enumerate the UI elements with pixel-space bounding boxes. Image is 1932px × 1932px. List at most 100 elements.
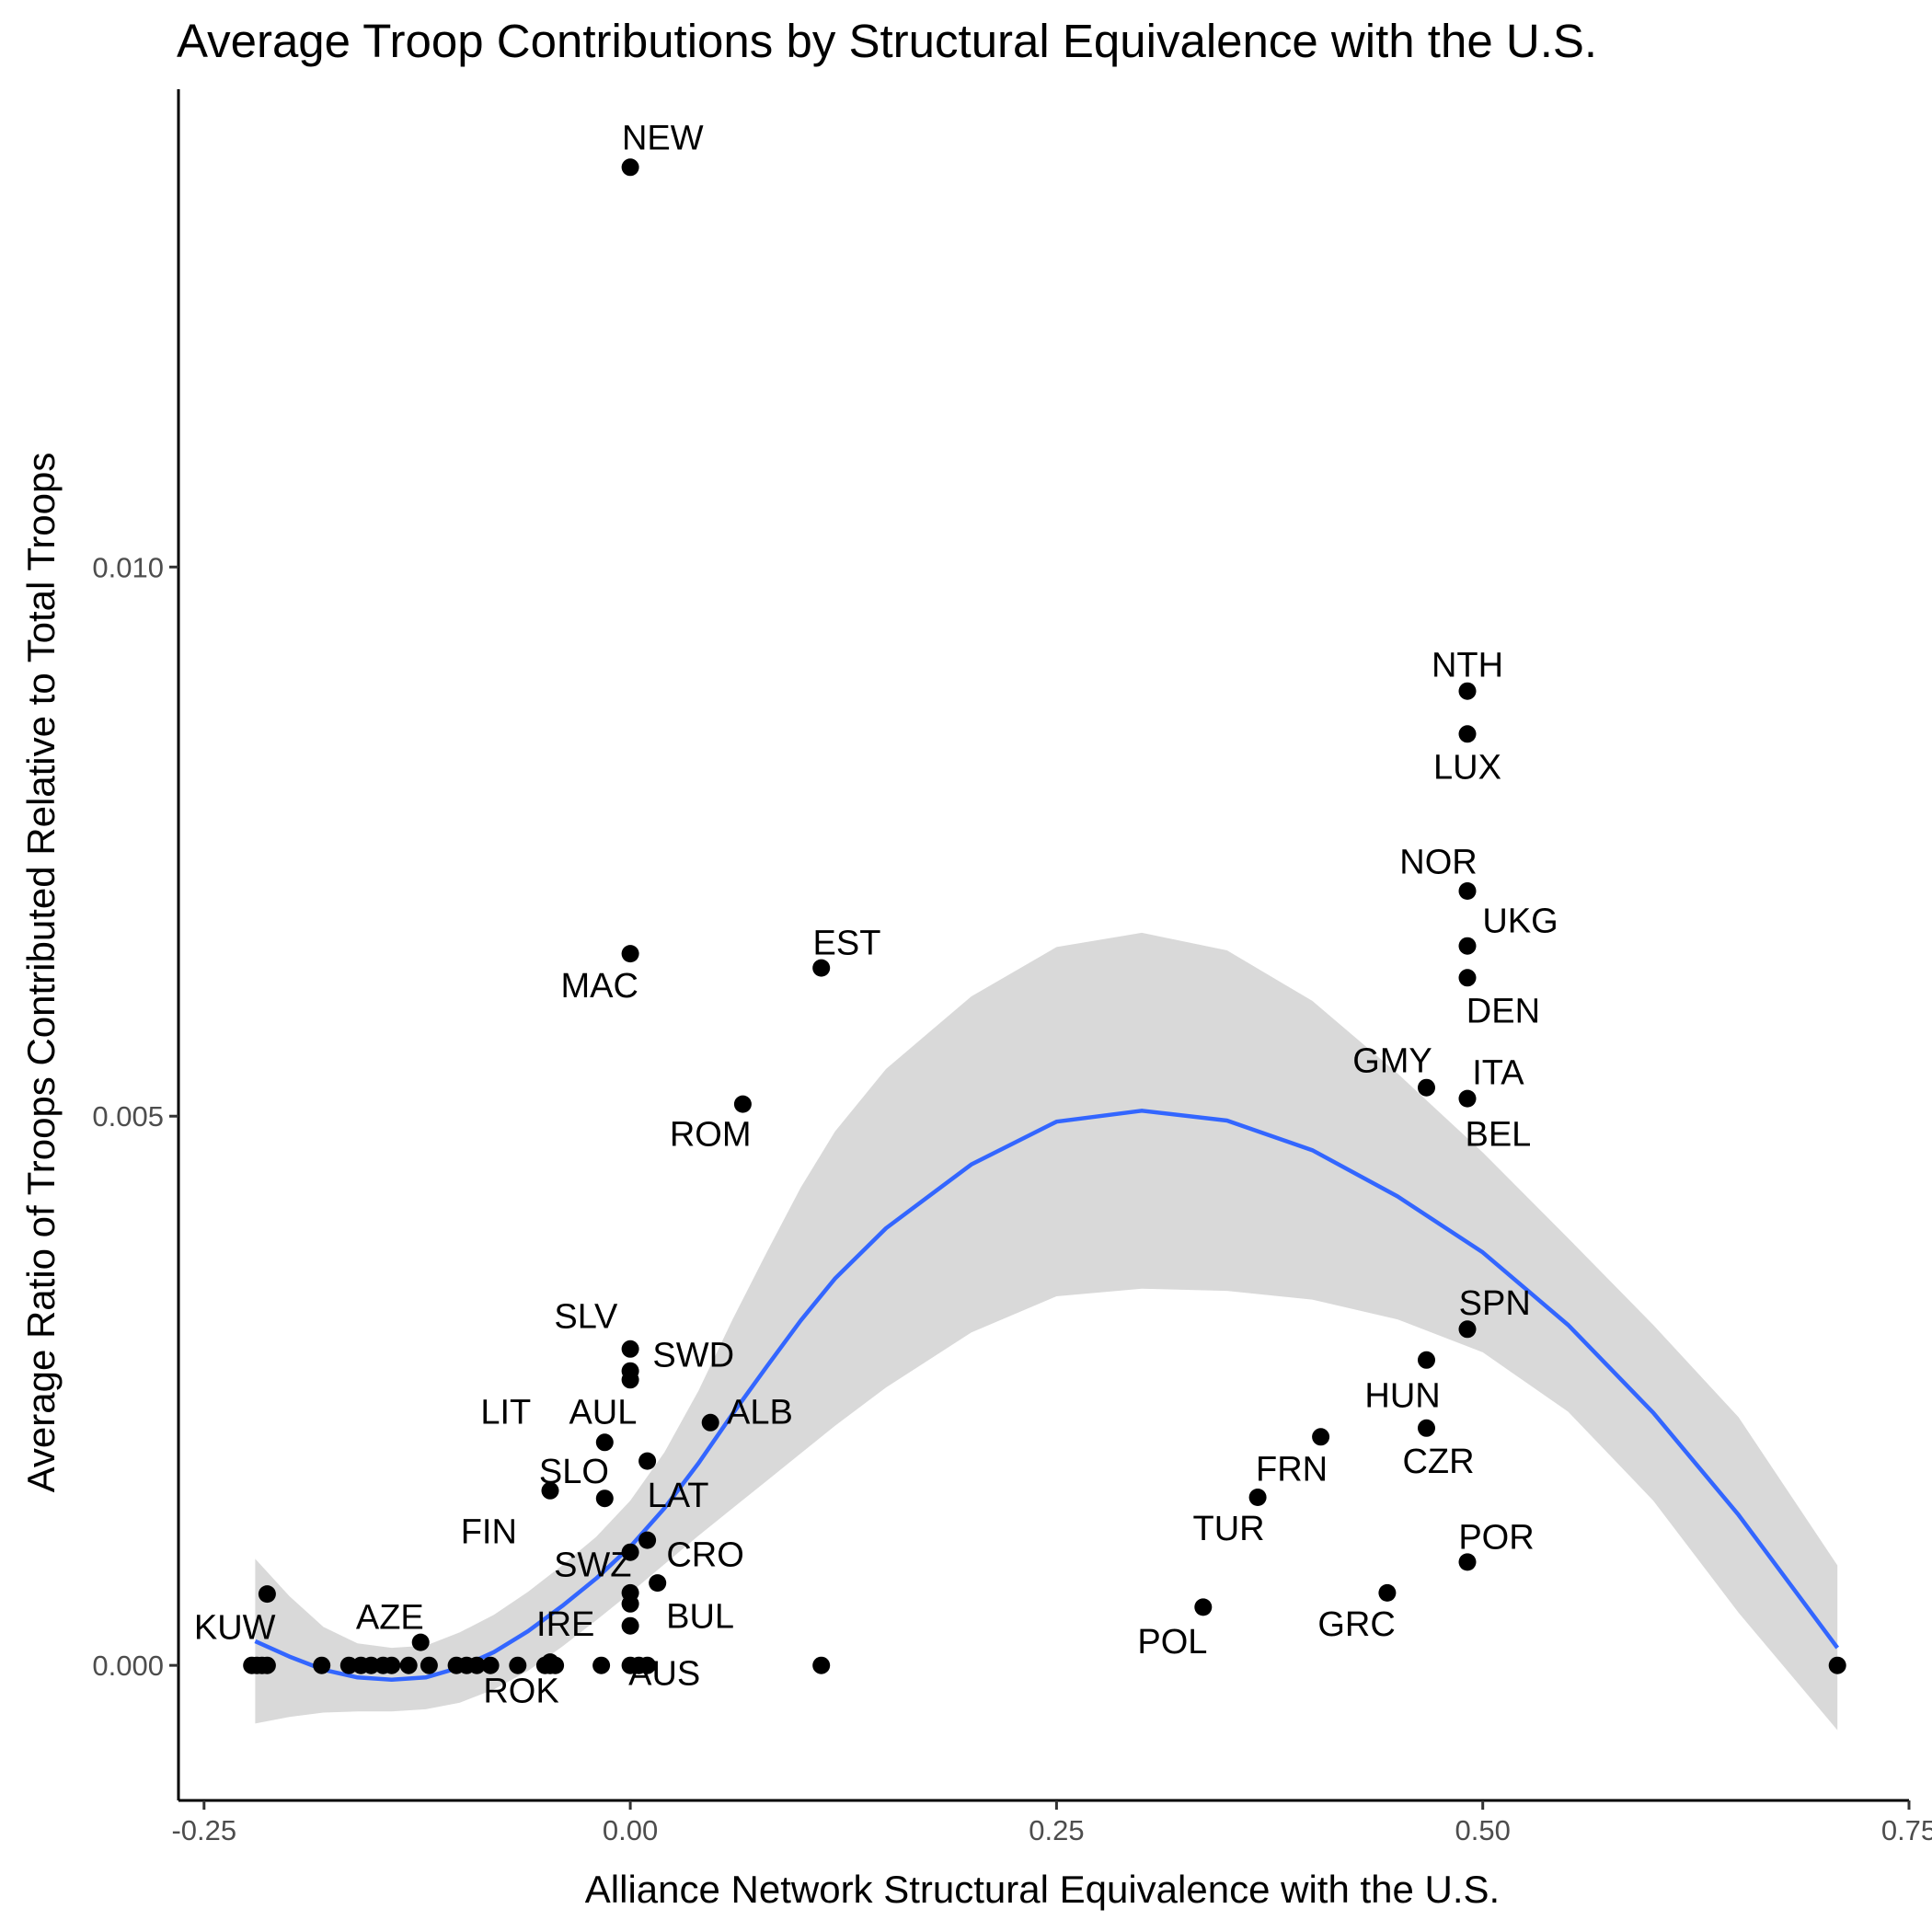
point-label: TUR [1193,1510,1265,1548]
x-tick-label: 0.00 [603,1814,658,1846]
point-label: ITA [1472,1054,1524,1093]
point-label: DEN [1466,993,1540,1031]
y-tick-label: 0.010 [92,551,164,583]
data-point [258,1585,276,1604]
x-tick-label: 0.50 [1455,1814,1511,1846]
data-point [621,1371,639,1389]
confidence-band-layer [255,932,1838,1731]
data-point [1828,1656,1846,1674]
point-label: GMY [1352,1041,1432,1080]
data-point [649,1574,667,1593]
data-point [1194,1598,1213,1616]
data-point [481,1656,500,1674]
point-label: BUL [666,1597,734,1636]
point-label: SLV [554,1298,618,1337]
data-point [1458,969,1477,987]
point-label: AZE [356,1599,424,1638]
data-point [621,1594,639,1613]
data-point [509,1656,527,1674]
point-label: ROM [670,1115,752,1154]
point-label: FRN [1256,1451,1328,1489]
data-point [1378,1583,1397,1602]
data-point [621,945,639,963]
data-point [638,1531,657,1549]
x-tick-label: 0.75 [1881,1814,1932,1846]
point-label: CZR [1402,1443,1474,1481]
data-point [733,1095,752,1113]
y-tick-label: 0.005 [92,1100,164,1133]
data-point [399,1656,418,1674]
data-point [595,1489,614,1508]
point-label: LIT [480,1393,531,1432]
data-point [258,1656,276,1674]
data-point [362,1656,380,1674]
point-label: NEW [622,120,704,158]
point-label: AUS [628,1655,700,1694]
data-point [1418,1078,1435,1097]
x-axis-ticks: -0.25 0.00 0.25 0.50 0.75 [171,1800,1932,1846]
y-axis-title: Average Ratio of Troops Contributed Rela… [19,453,63,1493]
data-point [383,1656,401,1674]
point-label: ROK [483,1673,558,1711]
point-label: UKG [1482,903,1558,941]
data-point [595,1433,614,1452]
data-point [1312,1428,1330,1446]
confidence-band [255,932,1838,1731]
point-label: SPN [1459,1284,1531,1323]
data-point [621,158,639,177]
data-point [1458,882,1477,900]
data-point [638,1656,657,1674]
data-point [1458,1320,1477,1339]
point-label: MAC [560,967,638,1006]
smooth-line-layer [254,1109,1840,1682]
data-point [313,1656,331,1674]
chart-title: Average Troop Contributions by Structura… [177,15,1597,67]
data-point [420,1656,438,1674]
point-label: CRO [666,1536,743,1575]
x-axis-title: Alliance Network Structural Equivalence … [585,1868,1500,1911]
point-label: FIN [461,1513,517,1552]
data-point [467,1656,486,1674]
data-point [812,1656,831,1674]
data-point [1458,725,1477,743]
point-label: AUL [569,1393,637,1432]
data-point [541,1481,559,1500]
data-point [1418,1351,1435,1369]
data-point [621,1543,639,1561]
point-label: POR [1458,1519,1534,1558]
point-label: BEL [1465,1115,1531,1154]
data-point [592,1656,611,1674]
point-label: SWZ [554,1546,631,1584]
data-point [1458,682,1477,700]
point-label: KUW [194,1608,276,1647]
data-point [1458,1089,1477,1108]
data-point [339,1656,358,1674]
y-axis-ticks: 0.000 0.005 0.010 [92,551,178,1682]
point-label: SLO [539,1453,609,1491]
point-label: POL [1137,1623,1207,1662]
point-label: NTH [1432,647,1503,685]
data-point [638,1452,657,1470]
point-label: IRE [536,1605,594,1644]
data-point [621,1340,639,1358]
data-point [546,1656,565,1674]
data-point [701,1413,719,1432]
data-point [1458,1553,1477,1571]
data-point [1458,937,1477,955]
data-point [1248,1489,1267,1506]
point-label: LAT [648,1477,709,1515]
point-label: GRC [1317,1605,1395,1644]
y-tick-label: 0.000 [92,1650,164,1682]
point-label: HUN [1364,1377,1440,1416]
point-label: SWD [652,1336,734,1374]
data-point [1418,1419,1435,1437]
data-point [411,1633,430,1651]
point-label: LUX [1433,749,1501,788]
data-point [812,959,831,977]
x-tick-label: 0.25 [1029,1814,1084,1846]
point-label: NOR [1399,843,1477,881]
data-point [621,1616,639,1635]
data-points-layer [243,158,1846,1674]
